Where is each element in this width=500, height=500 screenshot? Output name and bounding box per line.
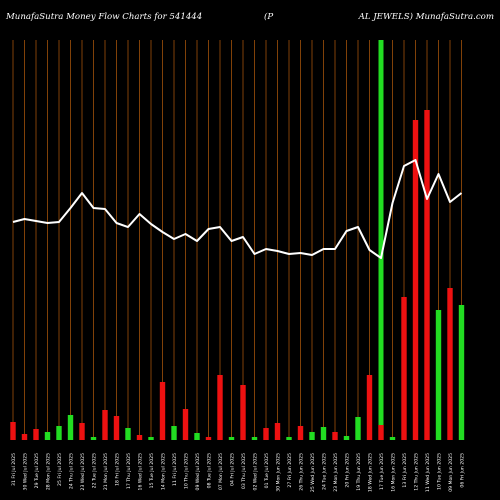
x-tick-label: 19 Thu Jun 2025 [356, 453, 362, 491]
x-tick-label: 09 Mon Jun 2025 [448, 453, 454, 492]
money-flow-bar [182, 409, 189, 440]
x-tick-label: 06 Fri Jun 2025 [460, 453, 466, 488]
money-flow-bar [435, 310, 442, 440]
x-tick-label: 28 Mon Jul 2025 [46, 453, 52, 490]
money-flow-bar [286, 437, 292, 440]
x-tick-label: 30 Mon Jun 2025 [276, 453, 282, 492]
money-flow-bar [136, 435, 143, 440]
x-tick-label: 26 Thu Jun 2025 [299, 453, 305, 491]
x-tick-label: 31 Fri Jul 2025 [11, 453, 17, 486]
x-tick-label: 17 Tue Jun 2025 [379, 453, 385, 490]
money-flow-bar [378, 425, 384, 440]
x-tick-label: 09 Wed Jul 2025 [195, 453, 201, 491]
x-tick-label: 21 Mon Jul 2025 [103, 453, 109, 490]
x-tick-label: 04 Fri Jul 2025 [230, 453, 236, 486]
x-tick-label: 18 Fri Jul 2025 [115, 453, 121, 486]
x-tick-label: 01 Tue Jul 2025 [264, 453, 270, 488]
money-flow-bar [113, 416, 120, 440]
money-flow-bar [33, 429, 39, 440]
x-tick-label: 11 Fri Jul 2025 [172, 453, 178, 486]
money-flow-bar [148, 437, 154, 440]
money-flow-bar [228, 437, 235, 440]
money-flow-bar [79, 423, 85, 440]
money-flow-bar [274, 423, 281, 440]
money-flow-bar [447, 288, 453, 440]
x-tick-label: 25 Wed Jun 2025 [310, 453, 316, 492]
x-tick-label: 08 Tue Jul 2025 [207, 453, 213, 488]
x-tick-label: 03 Thu Jul 2025 [241, 453, 247, 489]
x-tick-label: 23 Mon Jun 2025 [333, 453, 339, 492]
money-flow-bar [366, 375, 373, 440]
x-tick-label: 12 Thu Jun 2025 [414, 453, 420, 491]
money-flow-bar [194, 433, 200, 440]
x-tick-label: 22 Tue Jul 2025 [92, 453, 98, 488]
money-flow-bar [320, 427, 327, 440]
x-tick-label: 07 Mon Jul 2025 [218, 453, 224, 490]
chart-title: MunafaSutra Money Flow Charts for 541444 [6, 12, 203, 22]
money-flow-bar [159, 382, 166, 440]
money-flow-bar [458, 305, 465, 440]
x-tick-label: 16 Mon Jun 2025 [391, 453, 397, 492]
money-flow-bar [44, 432, 51, 440]
x-tick-label: 14 Mon Jul 2025 [161, 453, 167, 490]
money-flow-bar [343, 436, 350, 440]
money-flow-bar [10, 422, 16, 440]
money-flow-bar [56, 426, 62, 440]
money-flow-bar [205, 437, 212, 440]
money-flow-bar [251, 437, 258, 440]
x-tick-label: 15 Tue Jul 2025 [149, 453, 155, 488]
money-flow-bar [263, 428, 269, 440]
x-tick-label: 10 Tue Jun 2025 [437, 453, 443, 490]
chart-title-site: AL JEWELS) MunafaSutra.com [358, 12, 494, 22]
x-tick-label: 11 Wed Jun 2025 [425, 453, 431, 492]
money-flow-bar [21, 434, 28, 440]
money-flow-bar [102, 410, 108, 440]
money-flow-bar [217, 375, 223, 440]
x-tick-label: 13 Fri Jun 2025 [402, 453, 408, 488]
money-flow-bar [389, 437, 396, 440]
price-line [12, 159, 463, 259]
money-flow-bar [240, 385, 246, 440]
chart-title-fragment: (P [264, 12, 274, 22]
x-tick-label: 20 Fri Jun 2025 [345, 453, 351, 488]
x-tick-label: 24 Thu Jul 2025 [69, 453, 75, 489]
money-flow-bar [297, 426, 304, 440]
money-flow-bar [171, 426, 177, 440]
x-tick-label: 29 Tue Jul 2025 [34, 453, 40, 488]
x-tick-label: 18 Wed Jun 2025 [368, 453, 374, 492]
money-flow-bar [412, 120, 419, 440]
x-tick-label: 23 Wed Jul 2025 [80, 453, 86, 491]
x-tick-label: 16 Wed Jul 2025 [138, 453, 144, 491]
money-flow-bar [401, 297, 407, 440]
money-flow-bar [355, 417, 361, 440]
x-tick-label: 30 Wed Jul 2025 [23, 453, 29, 491]
money-flow-bar [125, 428, 131, 440]
money-flow-bar [90, 437, 97, 440]
x-tick-label: 02 Wed Jul 2025 [253, 453, 259, 491]
x-tick-label: 17 Thu Jul 2025 [126, 453, 132, 489]
money-flow-bar [309, 432, 315, 440]
money-flow-bar [332, 432, 338, 440]
x-tick-label: 25 Fri Jul 2025 [57, 453, 63, 486]
x-tick-label: 24 Tue Jun 2025 [322, 453, 328, 490]
money-flow-bar [424, 110, 430, 440]
money-flow-bar [67, 415, 74, 440]
x-tick-label: 10 Thu Jul 2025 [184, 453, 190, 489]
x-tick-label: 27 Fri Jun 2025 [287, 453, 293, 488]
